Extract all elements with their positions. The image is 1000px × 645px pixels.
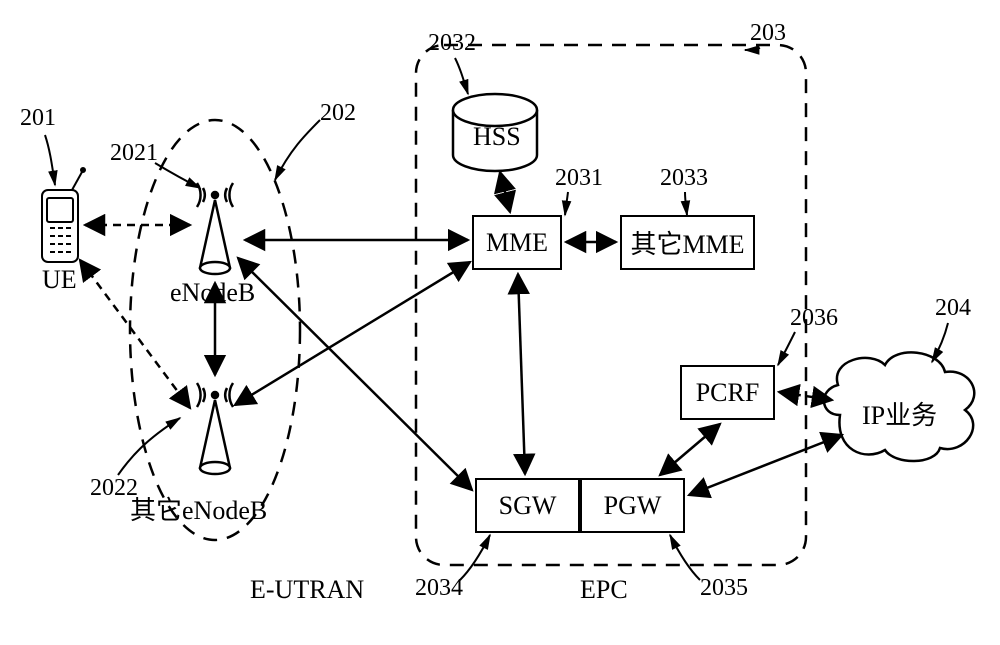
ref-leader-pcrf bbox=[778, 332, 795, 365]
edge-enb2-mme bbox=[235, 262, 470, 405]
ref-mme: 2031 bbox=[555, 165, 603, 192]
ue-label: UE bbox=[42, 265, 77, 295]
ref-pgw: 2035 bbox=[700, 575, 748, 602]
diagram-canvas: MME 其它MME PCRF SGW PGW HSS UE eNodeB 其它e… bbox=[0, 0, 1000, 645]
epc-label: EPC bbox=[580, 575, 628, 605]
ref-leader-sgw bbox=[460, 535, 490, 580]
edge-pcrf-ip bbox=[779, 392, 832, 400]
eutran-container bbox=[130, 120, 300, 540]
edge-hss-mme bbox=[500, 172, 510, 212]
ref-hss: 2032 bbox=[428, 30, 476, 57]
other-mme-label: 其它MME bbox=[630, 224, 744, 261]
enodeb1-antenna-icon bbox=[197, 183, 233, 274]
ref-enodeb2: 2022 bbox=[90, 475, 138, 502]
ref-leader-eutran bbox=[275, 120, 320, 180]
edge-pgw-ip bbox=[689, 435, 842, 495]
ref-ip: 204 bbox=[935, 295, 971, 322]
ref-pcrf: 2036 bbox=[790, 305, 838, 332]
eutran-label: E-UTRAN bbox=[250, 575, 364, 605]
ref-ue: 201 bbox=[20, 105, 56, 132]
sgw-label: SGW bbox=[499, 491, 557, 521]
ue-phone-icon bbox=[42, 168, 85, 262]
ref-leader-epc bbox=[745, 48, 760, 50]
enodeb2-antenna-icon bbox=[197, 383, 233, 474]
pcrf-label: PCRF bbox=[696, 378, 760, 408]
ref-leader-enodeb2 bbox=[118, 418, 180, 475]
ref-leader-hss bbox=[455, 58, 468, 94]
pgw-node: PGW bbox=[580, 478, 685, 533]
diagram-svg bbox=[0, 0, 1000, 645]
pgw-label: PGW bbox=[604, 491, 662, 521]
ref-leader-pgw bbox=[670, 535, 700, 580]
edge-mme-sgw bbox=[518, 274, 525, 474]
ref-leader-ip bbox=[932, 323, 948, 362]
pcrf-node: PCRF bbox=[680, 365, 775, 420]
ip-label: IP业务 bbox=[862, 395, 937, 432]
ref-leader-enodeb1 bbox=[155, 163, 200, 188]
ref-leader-mme bbox=[565, 192, 568, 215]
ref-epc: 203 bbox=[750, 20, 786, 47]
ref-leader-other_mme bbox=[685, 192, 687, 215]
ref-leader-ue bbox=[45, 135, 55, 185]
ref-enodeb1: 2021 bbox=[110, 140, 158, 167]
ref-eutran: 202 bbox=[320, 100, 356, 127]
ref-other_mme: 2033 bbox=[660, 165, 708, 192]
other-mme-node: 其它MME bbox=[620, 215, 755, 270]
enodeb2-label: 其它eNodeB bbox=[130, 490, 267, 527]
edge-pcrf-pgw bbox=[660, 424, 720, 475]
mme-label: MME bbox=[486, 228, 548, 258]
sgw-node: SGW bbox=[475, 478, 580, 533]
edge-enb1-sgw bbox=[238, 258, 472, 490]
mme-node: MME bbox=[472, 215, 562, 270]
enodeb1-label: eNodeB bbox=[170, 278, 255, 308]
ref-sgw: 2034 bbox=[415, 575, 463, 602]
hss-label: HSS bbox=[473, 122, 521, 152]
